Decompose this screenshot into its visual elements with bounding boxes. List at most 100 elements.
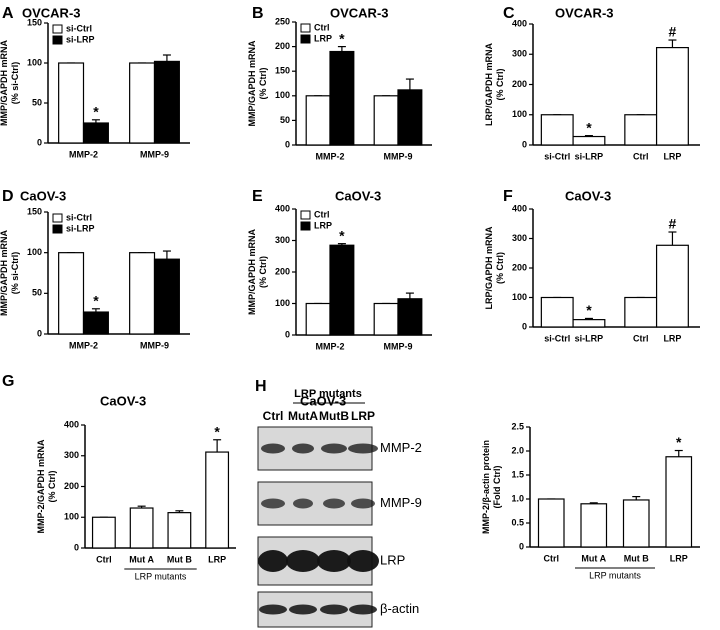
- y-tick-label: 1.5: [511, 469, 524, 479]
- x-tick-label: Ctrl: [544, 553, 560, 563]
- legend-swatch: [52, 35, 63, 45]
- y-tick-label: 0: [285, 329, 290, 339]
- blot-band: [259, 604, 287, 615]
- bar: [397, 89, 423, 146]
- blot-row-label: MMP-9: [380, 495, 422, 510]
- panel-title: CaOV-3: [565, 188, 611, 203]
- y-tick-label: 2.0: [511, 445, 524, 455]
- y-tick-label: 100: [64, 512, 79, 522]
- legend-label: Ctrl: [314, 209, 330, 219]
- x-tick-label: MMP-2: [316, 151, 345, 161]
- x-tick-label: Ctrl: [633, 151, 649, 161]
- blot-band: [317, 550, 351, 572]
- x-tick-label: Ctrl: [633, 333, 649, 343]
- legend-label: si-Ctrl: [66, 23, 92, 33]
- lane-label: MutA: [288, 409, 318, 423]
- bar: [665, 456, 693, 548]
- blot-band: [348, 443, 378, 454]
- legend-swatch: [300, 210, 311, 220]
- bar: [153, 60, 180, 144]
- bar: [397, 298, 423, 336]
- panel-letter: E: [252, 188, 263, 205]
- y-tick-label: 300: [275, 235, 290, 245]
- y-tick-label: 200: [512, 262, 527, 272]
- x-tick-label: LRP: [663, 333, 681, 343]
- blot-band: [321, 443, 347, 454]
- y-axis-label: (% Ctrl): [495, 252, 505, 284]
- panel-title: CaOV-3: [100, 393, 146, 408]
- significance-mark: *: [93, 104, 99, 120]
- legend-swatch: [300, 221, 311, 231]
- bar: [540, 114, 574, 146]
- y-tick-label: 400: [512, 203, 527, 213]
- x-tick-label: LRP: [663, 151, 681, 161]
- y-axis-label: (% Ctrl): [258, 256, 268, 288]
- blot-group-label: LRP mutants: [294, 388, 362, 400]
- legend-swatch: [52, 213, 63, 223]
- blot-band: [347, 550, 379, 572]
- blot-band: [286, 550, 320, 572]
- y-tick-label: 50: [32, 288, 42, 298]
- y-axis-label: (Fold Ctrl): [492, 466, 502, 509]
- bar: [91, 516, 116, 549]
- group-label: LRP mutants: [135, 571, 187, 581]
- y-axis-label: (% Ctrl): [258, 68, 268, 100]
- legend-label: LRP: [314, 220, 332, 230]
- y-tick-label: 400: [275, 203, 290, 213]
- y-tick-label: 2.5: [511, 421, 524, 431]
- y-tick-label: 0: [37, 137, 42, 147]
- legend-swatch: [52, 24, 63, 34]
- bar: [580, 503, 608, 548]
- blot-row-label: LRP: [380, 552, 405, 567]
- y-tick-label: 0: [285, 139, 290, 149]
- bar: [58, 62, 85, 144]
- y-tick-label: 150: [27, 17, 42, 27]
- y-tick-label: 300: [64, 450, 79, 460]
- legend-label: si-Ctrl: [66, 212, 92, 222]
- y-tick-label: 0: [37, 328, 42, 338]
- panel-letter: H: [255, 378, 267, 395]
- y-axis-label: MMP/GAPDH mRNA: [0, 230, 9, 317]
- x-tick-label: MMP-9: [384, 341, 413, 351]
- legend-label: si-LRP: [66, 223, 95, 233]
- blot-row-label: MMP-2: [380, 440, 422, 455]
- bar: [655, 46, 689, 146]
- y-tick-label: 300: [512, 49, 527, 59]
- bar: [624, 114, 658, 146]
- panel-title: OVCAR-3: [555, 5, 614, 20]
- x-tick-label: Mut B: [167, 554, 192, 564]
- significance-mark: *: [339, 30, 345, 46]
- bar: [167, 512, 192, 549]
- significance-mark: *: [586, 302, 592, 318]
- y-tick-label: 400: [64, 419, 79, 429]
- bar: [58, 252, 85, 335]
- panel-letter: A: [2, 5, 14, 22]
- y-tick-label: 100: [27, 247, 42, 257]
- blot-band: [320, 604, 348, 615]
- bar: [305, 302, 331, 336]
- x-tick-label: MMP-9: [384, 151, 413, 161]
- blot-row-label: β-actin: [380, 601, 419, 616]
- y-tick-label: 200: [275, 266, 290, 276]
- bar: [572, 319, 606, 328]
- panel-letter: F: [503, 188, 513, 205]
- bar: [305, 95, 331, 146]
- x-tick-label: si-LRP: [575, 151, 604, 161]
- panel-title: CaOV-3: [335, 188, 381, 203]
- bar: [537, 498, 565, 548]
- panel-letter: C: [503, 5, 515, 22]
- y-axis-label: MMP/GAPDH mRNA: [247, 40, 257, 127]
- y-tick-label: 400: [512, 18, 527, 28]
- bar: [329, 244, 355, 336]
- blot-band: [351, 498, 375, 509]
- blot-band: [323, 498, 345, 509]
- significance-mark: *: [586, 119, 592, 135]
- blot-band: [293, 498, 313, 509]
- lane-label: LRP: [351, 409, 375, 423]
- y-tick-label: 50: [32, 97, 42, 107]
- blot-band: [289, 604, 317, 615]
- lane-label: Ctrl: [263, 409, 284, 423]
- x-tick-label: LRP: [670, 553, 688, 563]
- bar: [540, 296, 574, 328]
- bar: [153, 258, 180, 335]
